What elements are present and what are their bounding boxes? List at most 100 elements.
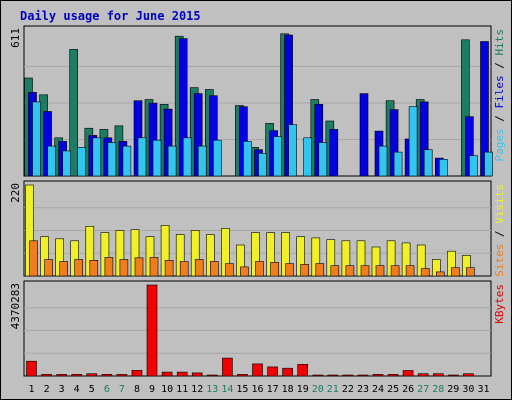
bar-pages-day-10 [167, 145, 177, 177]
x-tick-label: 8 [134, 384, 140, 395]
bar-kbytes-day-21 [327, 374, 339, 377]
legend-kbytes: KBytes [493, 284, 506, 324]
bar-kbytes-day-7 [116, 374, 128, 377]
panel-kbytes-legend: KBytes [493, 284, 506, 324]
x-tick-label: 10 [161, 384, 173, 395]
x-tick-label: 15 [236, 384, 248, 395]
bar-pages-day-24 [378, 145, 388, 177]
bar-kbytes-day-13 [207, 374, 218, 377]
bar-pages-day-9 [152, 139, 162, 177]
bar-hits-day-4 [69, 49, 78, 177]
bar-kbytes-day-6 [101, 374, 113, 377]
bar-kbytes-day-12 [191, 372, 203, 377]
bar-sites-day-22 [345, 265, 355, 277]
bar-pages-day-15 [243, 141, 252, 177]
bar-sites-day-27 [420, 268, 430, 277]
bar-pages-day-6 [107, 142, 117, 177]
bar-kbytes-day-1 [26, 360, 37, 377]
x-tick-label: 28 [432, 384, 444, 395]
bar-sites-day-29 [450, 267, 460, 277]
bar-pages-day-16 [258, 153, 267, 177]
bar-kbytes-day-27 [417, 373, 429, 377]
bar-kbytes-day-19 [297, 363, 309, 377]
bar-sites-day-28 [435, 271, 445, 277]
x-tick-label: 22 [342, 384, 354, 395]
bar-pages-day-20 [318, 142, 328, 177]
bar-sites-day-20 [315, 263, 325, 277]
bar-kbytes-day-25 [387, 374, 399, 377]
bar-sites-day-21 [330, 265, 340, 277]
bar-pages-day-8 [137, 137, 147, 177]
x-tick-label: 24 [372, 384, 384, 395]
legend-pages: Pages [493, 128, 506, 161]
bar-sites-day-18 [285, 263, 294, 277]
panel-hits-legend: Pages / Files / Hits [493, 29, 506, 162]
legend-hits: Hits [493, 29, 506, 56]
bar-pages-day-12 [197, 145, 207, 177]
panel-kbytes: 4370283 KBytes [9, 280, 506, 377]
bar-pages-day-25 [393, 151, 403, 177]
bar-sites-day-30 [466, 267, 475, 277]
bar-pages-day-18 [288, 124, 297, 177]
legend-visits: Visits [493, 184, 506, 224]
bar-kbytes-day-8 [131, 369, 143, 377]
bar-kbytes-day-28 [432, 373, 444, 377]
legend-files: Files [493, 75, 506, 108]
bar-kbytes-day-16 [252, 363, 263, 377]
bar-sites-day-8 [134, 257, 144, 277]
bar-pages-day-13 [213, 139, 222, 177]
bar-kbytes-day-22 [342, 374, 354, 377]
bar-kbytes-day-5 [86, 373, 98, 377]
bar-pages-day-11 [182, 137, 192, 177]
x-tick-label: 19 [297, 384, 309, 395]
bar-kbytes-day-14 [222, 357, 233, 377]
bar-sites-day-16 [255, 261, 264, 277]
x-tick-label: 5 [89, 384, 95, 395]
bar-sites-day-26 [405, 265, 415, 277]
bar-sites-day-12 [194, 259, 204, 277]
panel-hits: 611 Pages / Files / Hits [9, 25, 506, 177]
panel-visits-max-label: 220 [9, 183, 22, 203]
x-tick-label: 21 [327, 384, 339, 395]
x-tick-label: 29 [447, 384, 459, 395]
bar-sites-day-9 [149, 257, 159, 277]
bar-kbytes-day-18 [282, 367, 293, 377]
bar-sites-day-13 [210, 261, 219, 277]
x-tick-label: 18 [282, 384, 294, 395]
bar-pages-day-30 [469, 155, 478, 177]
x-tick-label: 30 [462, 384, 474, 395]
bar-sites-day-4 [74, 259, 83, 277]
panel-kbytes-max-label: 4370283 [9, 283, 22, 329]
x-tick-label: 2 [44, 384, 50, 395]
bar-kbytes-day-9 [146, 284, 158, 377]
bar-pages-day-27 [423, 149, 433, 177]
bar-kbytes-day-11 [176, 371, 188, 377]
legend-separator: / [493, 224, 506, 244]
x-tick-label: 4 [74, 384, 80, 395]
x-tick-label: 13 [206, 384, 218, 395]
bar-sites-day-25 [390, 265, 400, 277]
bar-kbytes-day-15 [237, 374, 248, 377]
bar-kbytes-day-29 [447, 374, 459, 377]
x-tick-label: 26 [402, 384, 414, 395]
bar-sites-day-3 [59, 261, 69, 277]
bar-sites-day-23 [360, 265, 370, 277]
bar-pages-day-19 [303, 137, 313, 177]
x-tick-label: 31 [477, 384, 489, 395]
panel-hits-max-label: 611 [9, 28, 22, 48]
x-tick-label: 12 [191, 384, 203, 395]
x-tick-label: 7 [119, 384, 125, 395]
bar-pages-day-26 [408, 106, 418, 177]
bar-kbytes-day-20 [312, 374, 324, 377]
x-tick-label: 23 [357, 384, 369, 395]
bar-kbytes-day-2 [41, 374, 52, 377]
panel-visits: 220 Sites / Visits [9, 180, 506, 277]
bar-sites-day-7 [119, 259, 129, 277]
bar-pages-day-5 [92, 137, 102, 177]
bar-sites-day-15 [240, 266, 249, 277]
bar-kbytes-day-3 [56, 374, 68, 377]
x-tick-label: 9 [149, 384, 155, 395]
bar-kbytes-day-23 [357, 374, 369, 377]
panel-kbytes-frame [23, 280, 492, 377]
bar-pages-day-7 [122, 145, 132, 177]
